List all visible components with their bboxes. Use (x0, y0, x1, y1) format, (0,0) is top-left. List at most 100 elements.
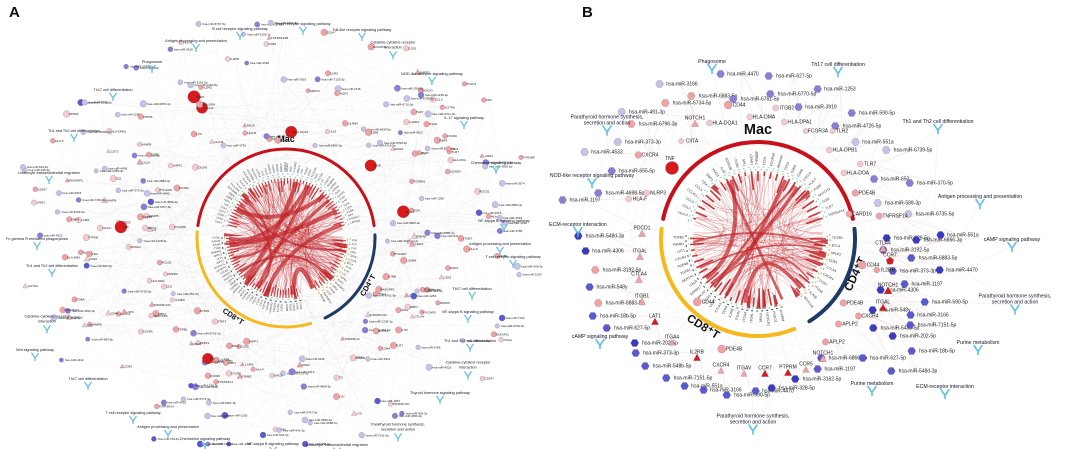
network-edge (101, 265, 469, 367)
network-edge (341, 357, 360, 397)
chord-link (733, 178, 806, 211)
network-edge (87, 252, 361, 359)
node-label: hsa-miR-18b-5p (600, 314, 636, 320)
expression-bar (692, 254, 698, 258)
network-edge (72, 145, 385, 311)
mirna-node (190, 329, 197, 337)
node-label: hsa-miR-6886-3p (431, 231, 455, 235)
network-edge (125, 90, 428, 228)
network-edge (127, 246, 136, 367)
ring-gene-label: TGFB1 (339, 274, 349, 282)
chord-link (694, 208, 725, 254)
ring-gene-label: TYROBP (755, 150, 759, 165)
chord-link (236, 185, 270, 267)
network-edge (118, 178, 414, 308)
mirna-node (640, 362, 650, 370)
mirna-node (300, 383, 308, 390)
chord-link (740, 176, 801, 289)
network-edge (85, 148, 455, 221)
node-label: hsa-miR-3919 (287, 78, 306, 82)
expression-bar (776, 175, 785, 194)
network-edge (153, 215, 247, 377)
expression-bar (307, 182, 311, 189)
ring-gene-label: CCL5 (694, 184, 703, 193)
pathway-label: Leukocyte transendothelial migration (18, 171, 80, 175)
network-edge (839, 88, 944, 241)
pathway-label: Purine metabolism (957, 340, 1000, 346)
gene-arc-edge (851, 271, 889, 286)
node-label: HLA-DPA1 (788, 120, 812, 126)
network-edge (641, 111, 648, 229)
ring-gene-label: ITGB1 (248, 294, 255, 303)
ring-gene-label: CD86 (796, 168, 804, 178)
ring-gene-label: PSMB1 (673, 242, 685, 247)
gene-mirna-edge (887, 284, 938, 326)
network-edge (159, 193, 226, 361)
network-edge (359, 236, 422, 358)
network-edge (691, 140, 708, 387)
node-label: hsa-miR-6870-3p (147, 102, 171, 106)
gene-mirna-edge (717, 95, 726, 124)
ring-gene-label: HLA-F (808, 177, 818, 187)
node-label: hsa-miR-6503-3p (87, 130, 111, 134)
node-label: TGFBR1 (414, 180, 426, 184)
network-edge (102, 339, 209, 387)
network-edge (691, 140, 846, 151)
ring-gene-label: PSMB2 (275, 164, 280, 174)
network-edge (213, 358, 306, 366)
gene-node (439, 104, 445, 111)
gene-node (364, 311, 372, 317)
network-edge (657, 123, 673, 367)
network-edge (408, 183, 516, 224)
network-edge (639, 106, 822, 252)
node-label: hsa-miR-3166 (666, 82, 698, 88)
chord-bundle (240, 192, 257, 209)
network-edge (183, 49, 432, 292)
node-label: LYN (339, 395, 345, 399)
network-edge (350, 88, 354, 124)
gene-node (32, 186, 39, 193)
expression-bar (795, 287, 801, 294)
node-label: LAIR1 (415, 242, 424, 246)
ring-gene-label: CCR5 (255, 297, 262, 306)
chord-link (295, 262, 337, 295)
gene-mirna-edge (866, 178, 896, 194)
gene-mirna-edge (796, 363, 807, 389)
mirna-node (147, 198, 155, 206)
node-label: hsa-miR-769-5p (158, 437, 180, 441)
mirna-node (590, 266, 600, 274)
network-edge (59, 140, 74, 212)
network-edge (271, 24, 393, 277)
gene-mirna-edge (805, 363, 823, 380)
ring-gene-label: STAT1 (336, 278, 345, 286)
network-edge (786, 107, 919, 337)
node-label: ITGB1 (635, 294, 650, 300)
node-label: hsa-miR-627-5p (870, 356, 906, 362)
gene-mirna-edge (606, 151, 651, 156)
gene-node (818, 354, 828, 362)
network-edge (154, 229, 223, 322)
chord-bundle (772, 291, 778, 307)
gene-node (650, 317, 660, 325)
network-edge (146, 82, 197, 145)
expression-bar (273, 284, 277, 297)
gene-node (143, 212, 150, 219)
expression-bar (693, 217, 697, 220)
network-edge (218, 141, 378, 436)
network-edge (158, 180, 282, 430)
node-label: hsa-miR-4736 (227, 143, 246, 147)
network-edge (202, 167, 382, 322)
gene-node (637, 229, 647, 237)
node-label: hsa-miR-6773-3p (187, 397, 211, 401)
pathway-label: Phagosome (142, 60, 162, 64)
chord-link (753, 174, 812, 212)
network-edge (277, 375, 399, 429)
network-edge (39, 169, 442, 368)
node-label: ITGAL (378, 292, 387, 296)
chord-link (697, 213, 815, 271)
gene-node (396, 205, 410, 219)
node-label: hsa-miR-409-3p (521, 264, 543, 268)
gene-node (115, 311, 122, 317)
ring-gene-label: LYN (223, 202, 229, 208)
node-label: GBP1 (228, 361, 236, 365)
